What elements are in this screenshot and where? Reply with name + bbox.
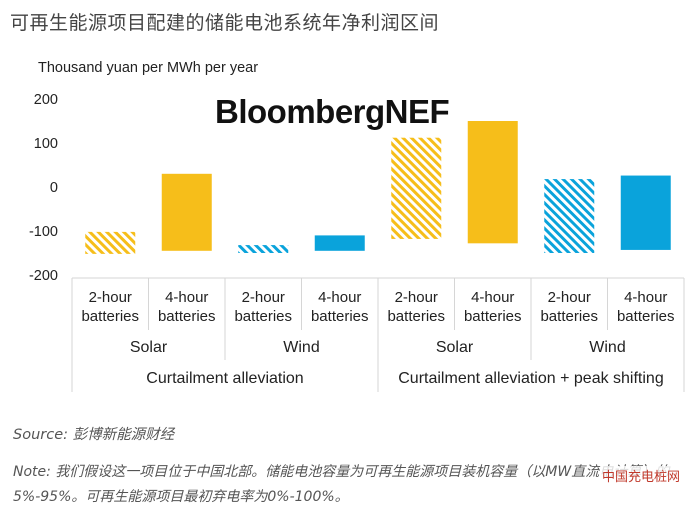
y-tick-label: -200 xyxy=(29,268,58,284)
footnote: Note: 我们假设这一项目位于中国北部。储能电池容量为可再生能源项目装机容量（… xyxy=(13,464,670,505)
bar-solar-2h xyxy=(85,231,136,254)
chart-bars xyxy=(85,121,671,254)
page-title: 可再生能源项目配建的储能电池系统年净利润区间 xyxy=(10,12,440,34)
bar-wind-4h xyxy=(314,235,365,251)
category-label: 4-hour batteries xyxy=(157,289,216,325)
source-note: Source: 彭博新能源财经 xyxy=(13,427,175,443)
y-tick-labels: 200 100 0 -100 -200 xyxy=(29,92,58,284)
net-profit-range-chart: 200 100 0 -100 -200 xyxy=(29,92,685,392)
y-tick-label: 100 xyxy=(34,136,58,152)
y-tick-label: 0 xyxy=(50,180,58,196)
bar-solar-4h xyxy=(161,173,212,251)
y-tick-label: 200 xyxy=(34,92,58,108)
scenario-label: Curtailment alleviation xyxy=(146,370,304,387)
watermark-text: 中国充电桩网 xyxy=(599,466,682,485)
scenario-label: Curtailment alleviation + peak shifting xyxy=(398,370,664,387)
bar-wind-2h xyxy=(238,245,289,253)
bar-solar-4h xyxy=(467,121,518,244)
category-label: 2-hour batteries xyxy=(540,289,599,325)
tech-label: Solar xyxy=(435,339,474,356)
chart-axis-lines xyxy=(71,277,685,392)
category-label: 2-hour batteries xyxy=(81,289,140,325)
category-label: 2-hour batteries xyxy=(234,289,293,325)
category-label: 2-hour batteries xyxy=(387,289,446,325)
bar-wind-2h xyxy=(544,179,595,253)
bar-solar-2h xyxy=(391,137,442,239)
bar-wind-4h xyxy=(620,175,671,250)
category-label: 4-hour batteries xyxy=(310,289,369,325)
y-tick-label: -100 xyxy=(29,224,58,240)
tech-label: Wind xyxy=(283,339,320,356)
brand-logo-text: BloombergNEF xyxy=(215,93,450,130)
y-axis-unit-label: Thousand yuan per MWh per year xyxy=(38,60,259,76)
tech-label: Wind xyxy=(589,339,626,356)
category-label: 4-hour batteries xyxy=(463,289,522,325)
tech-label: Solar xyxy=(129,339,168,356)
category-label: 4-hour batteries xyxy=(616,289,675,325)
